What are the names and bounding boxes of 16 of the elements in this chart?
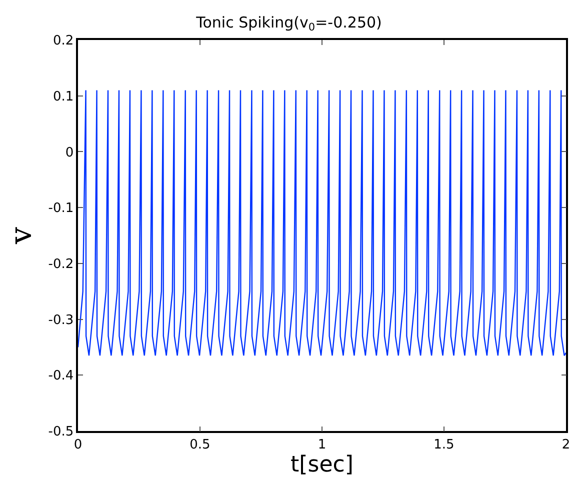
y-tick-label: -0.1 bbox=[48, 201, 74, 216]
y-tick-label: 0.2 bbox=[52, 34, 74, 49]
y-tick-label: -0.5 bbox=[48, 424, 74, 440]
y-tick-label: -0.2 bbox=[48, 256, 74, 272]
y-tick-label: 0 bbox=[65, 145, 74, 160]
y-tick-label: -0.4 bbox=[48, 368, 74, 384]
y-axis-title: v bbox=[4, 226, 39, 245]
x-tick-label: 1 bbox=[318, 437, 326, 452]
x-tick-label: 2 bbox=[562, 437, 570, 452]
x-tick-label: 0.5 bbox=[190, 437, 210, 452]
y-tick-label: -0.3 bbox=[48, 312, 74, 328]
x-axis-title: t[sec] bbox=[290, 452, 354, 478]
chart-title: Tonic Spiking(v$_{0}$=-0.250) bbox=[195, 13, 382, 34]
y-tick-label: 0.1 bbox=[52, 89, 74, 104]
line-series bbox=[78, 90, 566, 356]
x-tick-label: 1.5 bbox=[434, 437, 454, 452]
